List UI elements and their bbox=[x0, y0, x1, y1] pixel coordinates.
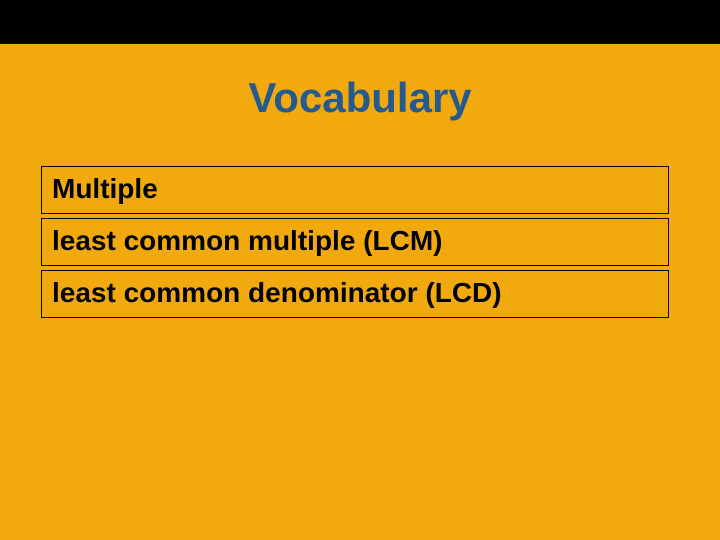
term-box: least common multiple (LCM) bbox=[41, 218, 669, 266]
term-text: least common multiple (LCM) bbox=[52, 225, 658, 257]
term-text: Multiple bbox=[52, 173, 658, 205]
term-box: Multiple bbox=[41, 166, 669, 214]
slide-title: Vocabulary bbox=[0, 74, 720, 122]
slide: Vocabulary Multiple least common multipl… bbox=[0, 0, 720, 540]
term-text: least common denominator (LCD) bbox=[52, 277, 658, 309]
term-box: least common denominator (LCD) bbox=[41, 270, 669, 318]
main-area: Vocabulary Multiple least common multipl… bbox=[0, 44, 720, 540]
top-bar bbox=[0, 0, 720, 44]
